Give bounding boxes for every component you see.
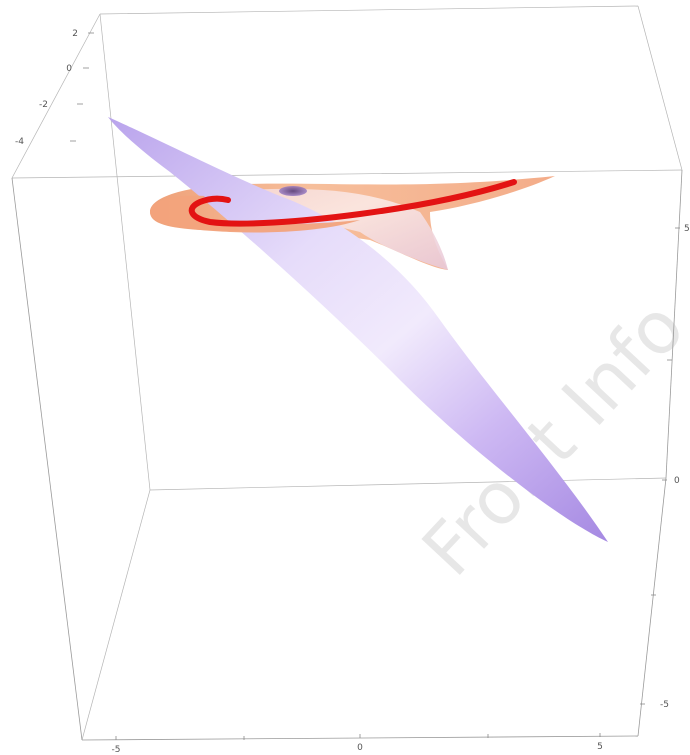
- peach-front-lip: [150, 195, 360, 233]
- watermark-text: Front Info: [406, 285, 690, 592]
- tick-label-b-neg5: -5: [112, 745, 121, 755]
- tick-label-tl-neg4: -4: [15, 137, 24, 147]
- axis-bottom: -5 0 5: [112, 733, 603, 755]
- tick-label-b-5: 5: [597, 742, 603, 752]
- tick-label-r-0: 0: [674, 476, 680, 486]
- red-curve: [188, 179, 517, 227]
- tick-label-tl-0: 0: [66, 64, 72, 74]
- axis-right: 5 0 -5: [640, 224, 690, 710]
- tick-label-r-neg5: -5: [660, 700, 669, 710]
- axis-top-left: 2 0 -2 -4: [15, 29, 94, 147]
- tick-label-b-0: 0: [357, 743, 363, 753]
- tick-label-r-5: 5: [684, 224, 690, 234]
- tick-label-tl-2: 2: [72, 29, 78, 39]
- bounding-box-back: [11, 5, 683, 741]
- tick-label-tl-neg2: -2: [39, 100, 48, 110]
